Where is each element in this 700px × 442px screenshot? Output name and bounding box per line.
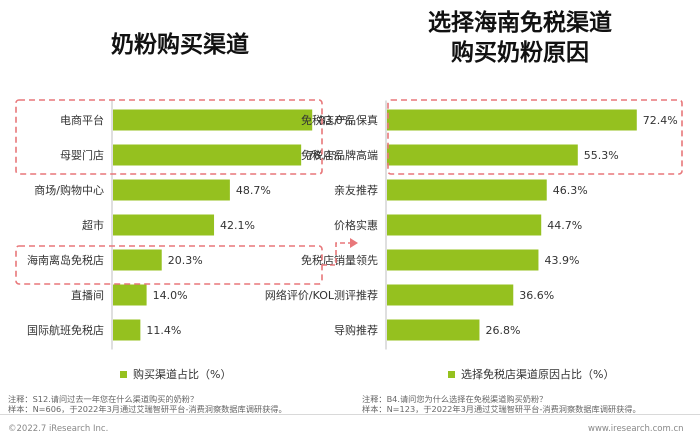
left-chart-title: 奶粉购买渠道 xyxy=(111,32,249,58)
footer-copyright: ©2022.7 iResearch Inc. xyxy=(8,424,109,434)
left-bar xyxy=(113,284,147,306)
right-category-label: 价格实惠 xyxy=(334,218,378,232)
right-bar xyxy=(387,249,539,271)
right-value-label: 44.7% xyxy=(547,219,582,232)
right-legend-label: 选择免税店渠道原因占比（%） xyxy=(461,368,615,381)
left-bar-chart: 电商平台 83.0% 母婴门店 78.4% 商场/购物中心 48.7% 超市 42.1% 海南离… xyxy=(27,100,353,350)
right-value-label: 26.8% xyxy=(485,324,520,337)
connector-arrow-head-icon xyxy=(350,238,358,248)
left-category-label: 电商平台 xyxy=(60,113,104,127)
left-value-label: 11.4% xyxy=(146,324,181,337)
right-chart-title-line2: 购买奶粉原因 xyxy=(451,40,589,66)
right-legend: 选择免税店渠道原因占比（%） xyxy=(448,366,614,382)
right-note-sample: 样本：N=123，于2022年3月通过艾瑞智研平台-消费洞察数据库调研获得。 xyxy=(362,404,641,414)
left-legend: 购买渠道占比（%） xyxy=(120,366,231,382)
left-category-label: 母婴门店 xyxy=(60,148,104,162)
left-bar xyxy=(113,319,141,341)
left-note-question: 注释：S12.请问过去一年您在什么渠道购买的奶粉？ xyxy=(8,394,199,404)
right-chart-title-line1: 选择海南免税渠道 xyxy=(428,10,612,36)
left-bar xyxy=(113,214,215,236)
left-category-label: 国际航班免税店 xyxy=(27,323,104,337)
right-legend-swatch xyxy=(448,370,455,378)
right-category-label: 网络评价/KOL测评推荐 xyxy=(265,288,378,302)
connector-arrow-line xyxy=(322,242,350,266)
left-category-label: 直播间 xyxy=(71,288,104,302)
right-bar xyxy=(387,284,514,306)
left-category-label: 超市 xyxy=(82,218,104,232)
highlight-overlays xyxy=(15,99,683,285)
left-bar xyxy=(113,179,230,201)
right-value-label: 43.9% xyxy=(544,254,579,267)
left-legend-label: 购买渠道占比（%） xyxy=(133,368,232,381)
left-value-label: 83.0% xyxy=(318,114,353,127)
right-bar xyxy=(387,109,637,131)
left-value-label: 14.0% xyxy=(153,289,188,302)
right-value-label: 46.3% xyxy=(553,184,588,197)
right-bar xyxy=(387,144,578,166)
left-value-label: 78.4% xyxy=(307,149,342,162)
left-legend-swatch xyxy=(120,370,127,378)
right-value-label: 72.4% xyxy=(643,114,678,127)
left-value-label: 42.1% xyxy=(220,219,255,232)
right-bar-chart: 免税店产品保真 72.4% 免税店品牌高端 55.3% 亲友推荐 46.3% 价格实惠 44.… xyxy=(265,100,678,350)
right-category-label: 亲友推荐 xyxy=(334,183,378,197)
right-note-question: 注释：B4.请问您为什么选择在免税渠道购买奶粉？ xyxy=(362,394,548,404)
left-bar xyxy=(113,249,162,271)
left-bar xyxy=(113,109,313,131)
footer-divider xyxy=(0,414,700,415)
right-category-label: 免税店销量领先 xyxy=(301,253,378,267)
right-bar xyxy=(387,214,542,236)
right-value-label: 55.3% xyxy=(584,149,619,162)
left-category-label: 海南离岛免税店 xyxy=(27,253,104,267)
right-category-label: 免税店品牌高端 xyxy=(301,148,378,162)
right-top-two-highlight-box xyxy=(387,99,683,175)
right-bar xyxy=(387,319,480,341)
right-category-label: 免税店产品保真 xyxy=(301,113,378,127)
left-top-two-highlight-box xyxy=(15,99,323,175)
left-note-sample: 样本：N=606，于2022年3月通过艾瑞智研平台-消费洞察数据库调研获得。 xyxy=(8,404,287,414)
left-category-label: 商场/购物中心 xyxy=(34,183,104,197)
left-bar xyxy=(113,144,302,166)
right-value-label: 36.6% xyxy=(519,289,554,302)
footer-website: www.iresearch.com.cn xyxy=(588,424,684,434)
left-value-label: 20.3% xyxy=(168,254,203,267)
right-category-label: 导购推荐 xyxy=(334,323,378,337)
left-value-label: 48.7% xyxy=(236,184,271,197)
right-bar xyxy=(387,179,547,201)
